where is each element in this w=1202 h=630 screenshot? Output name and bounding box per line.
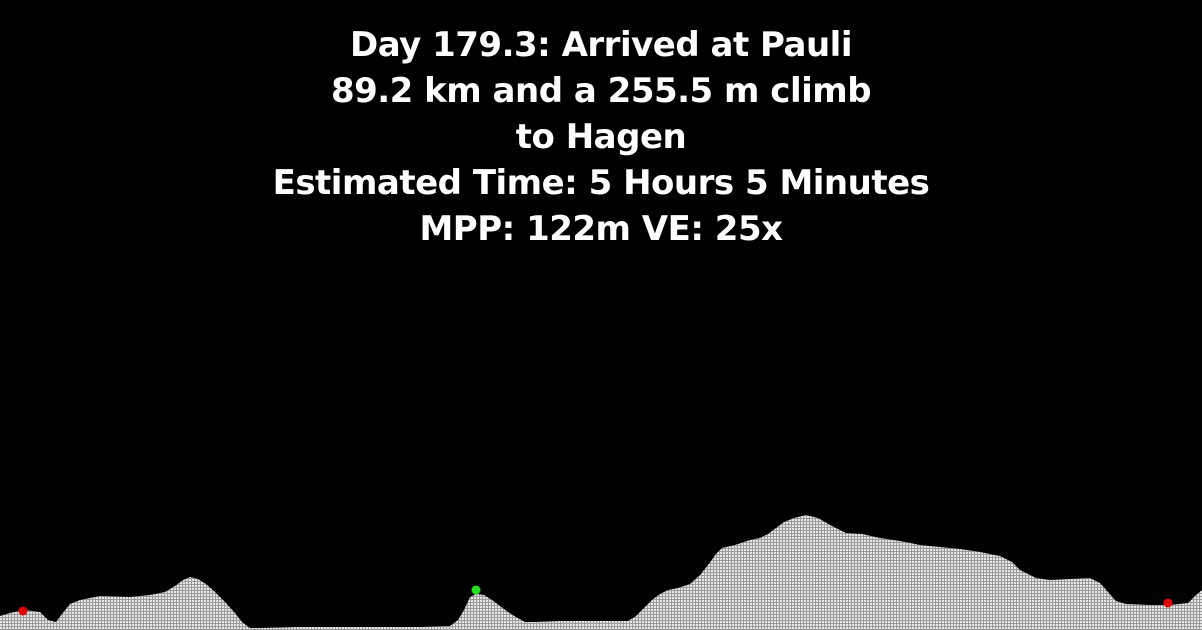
elevation-terrain-fill — [0, 515, 1202, 630]
estimated-time-text: Estimated Time: 5 Hours 5 Minutes — [272, 163, 930, 203]
route-info-header: Day 179.3: Arrived at Pauli 89.2 km and … — [0, 22, 1202, 252]
distance-climb-text: 89.2 km and a 255.5 m climb — [330, 71, 872, 111]
destination-text: to Hagen — [515, 117, 687, 157]
scale-info-text: MPP: 122m VE: 25x — [419, 209, 783, 249]
end-marker — [1163, 598, 1173, 608]
start-marker — [18, 606, 28, 616]
day-arrival-text: Day 179.3: Arrived at Pauli — [350, 25, 853, 65]
current-position-marker — [471, 585, 481, 595]
